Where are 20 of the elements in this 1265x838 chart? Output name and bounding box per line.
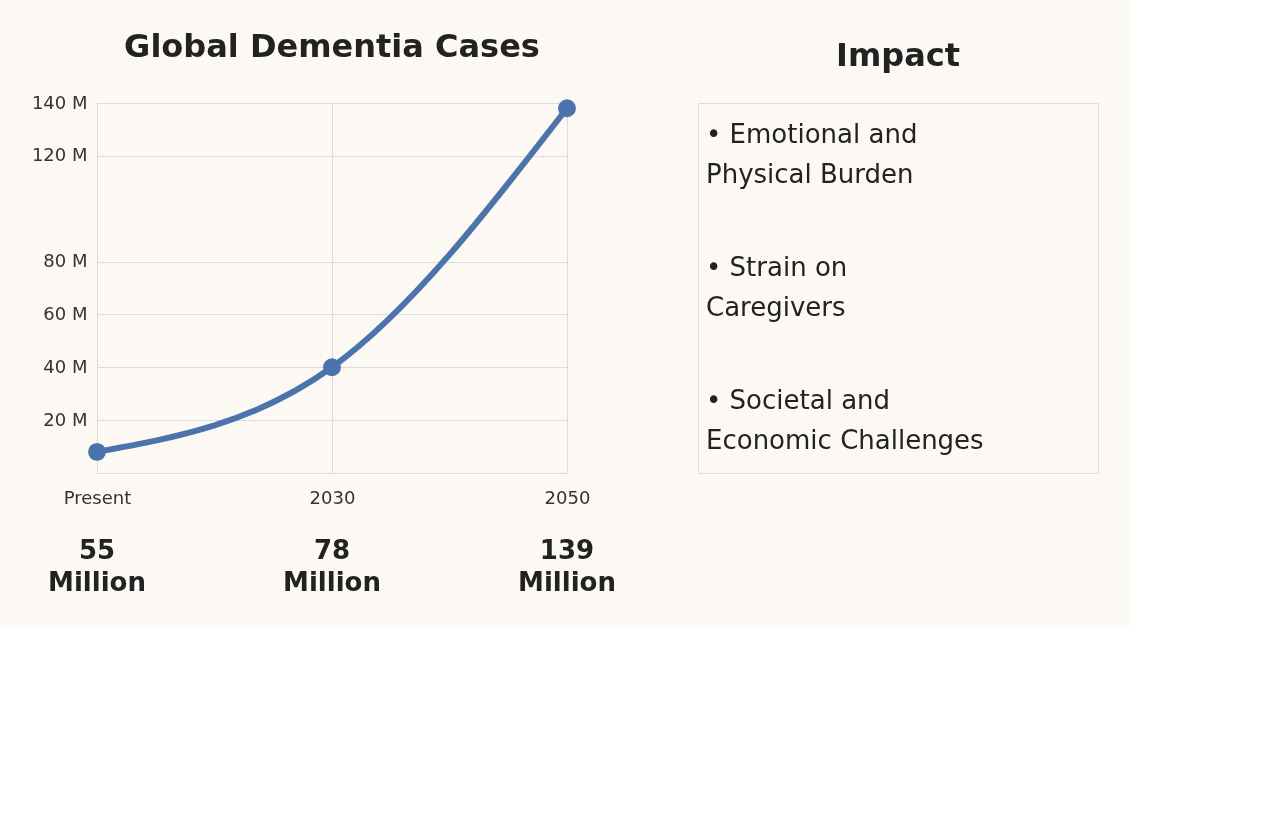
y-tick-label: 60 M [43, 302, 88, 324]
text: Impact [835, 36, 961, 74]
point [323, 358, 341, 377]
y-tick-label: 20 M [43, 408, 88, 430]
y-tick-label: 140 M [31, 91, 88, 113]
text: 55 Million [48, 535, 146, 597]
text: • Societal and Economic Challenges [706, 384, 984, 455]
y-tick-label: 120 M [31, 144, 88, 166]
y-tick-label: 80 M [43, 250, 88, 272]
chart-title: Global Dementia Cases [124, 27, 540, 65]
point [88, 442, 106, 461]
text: • Strain on Caregivers [706, 251, 848, 322]
y-tick-label: 40 M [43, 355, 88, 377]
x-tick-label: 2050 [544, 486, 591, 508]
text: 78 Million [283, 535, 381, 597]
x-tick-label: Present [63, 486, 132, 508]
point [558, 99, 576, 118]
x-tick-label: 2030 [309, 486, 356, 508]
text: 139 Million [518, 535, 616, 597]
text: • Emotional and Physical Burden [706, 118, 918, 189]
